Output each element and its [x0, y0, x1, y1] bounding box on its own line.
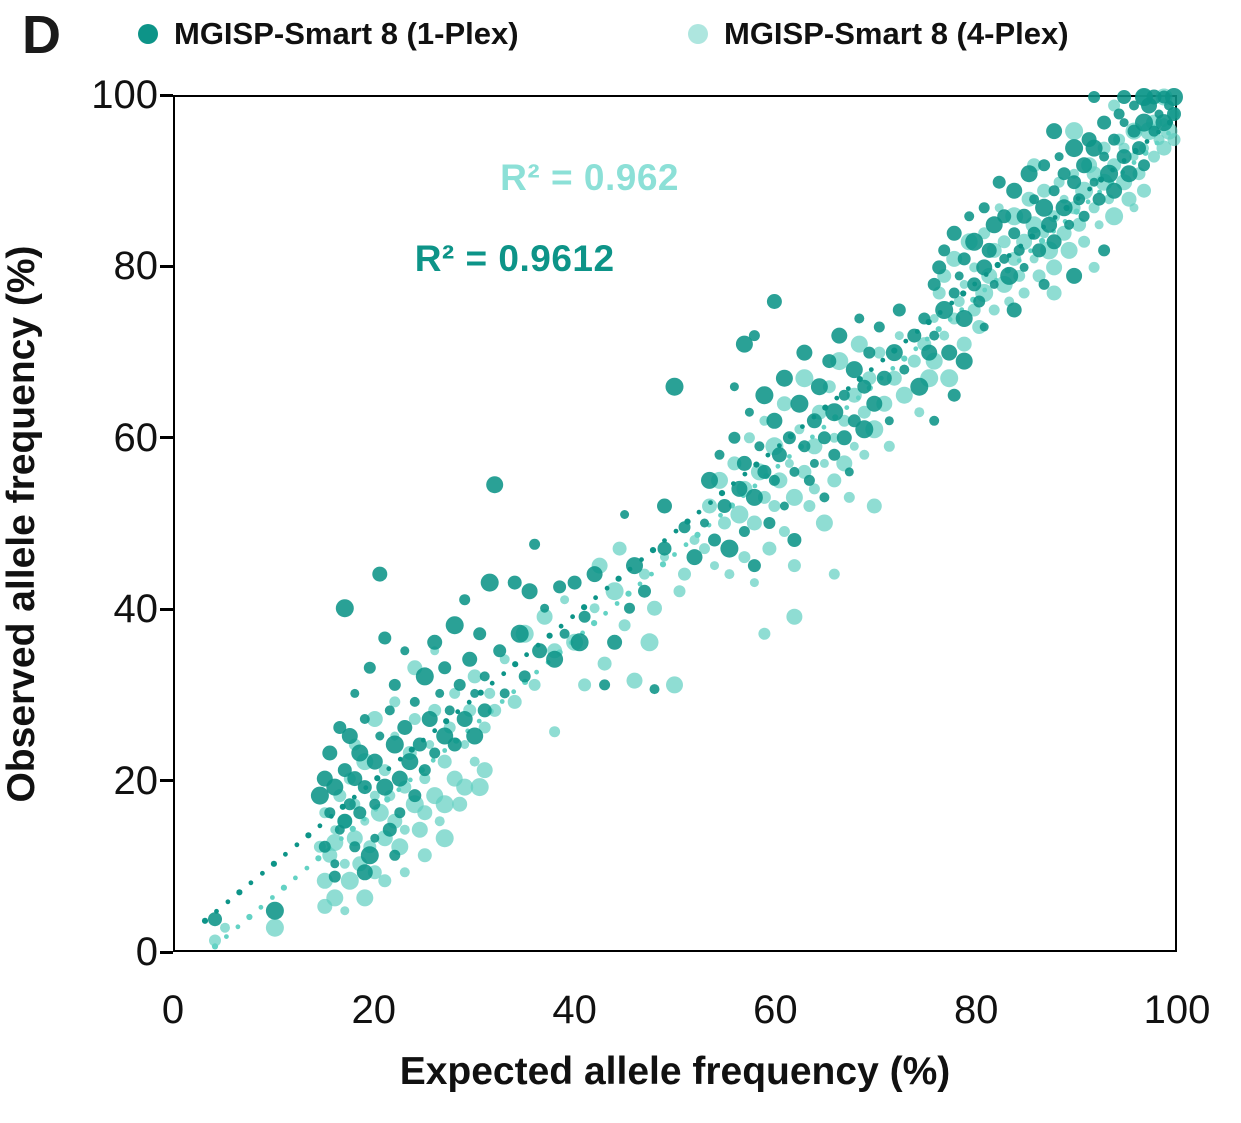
y-tickmark — [160, 950, 173, 954]
y-tick-label: 60 — [113, 415, 159, 460]
y-tick-label: 40 — [113, 587, 159, 632]
scatter-points-canvas — [201, 88, 1183, 950]
y-axis-title: Observed allele frequency (%) — [0, 245, 43, 803]
legend-marker-1plex-icon — [138, 24, 158, 44]
y-tick-label: 0 — [135, 930, 158, 974]
y-tick-label: 20 — [113, 758, 159, 803]
x-tick-label: 20 — [351, 988, 397, 1032]
x-axis-title: Expected allele frequency (%) — [399, 1050, 951, 1093]
x-tick-label: 0 — [161, 988, 185, 1032]
plot-area: R² = 0.962 R² = 0.9612 — [173, 88, 1183, 952]
legend-marker-4plex-icon — [688, 24, 708, 44]
legend-item-4plex: MGISP-Smart 8 (4-Plex) — [688, 16, 1069, 52]
y-tick-label: 80 — [113, 244, 159, 289]
y-tick-label: 100 — [91, 73, 158, 117]
y-tickmark — [160, 436, 173, 440]
legend-label-4plex: MGISP-Smart 8 (4-Plex) — [724, 16, 1069, 51]
legend: MGISP-Smart 8 (1-Plex) MGISP-Smart 8 (4-… — [0, 0, 1241, 80]
r-squared-annotation: R² = 0.962 — [500, 156, 679, 198]
x-tick-label: 60 — [753, 988, 798, 1032]
legend-item-1plex: MGISP-Smart 8 (1-Plex) — [138, 16, 519, 52]
y-tickmark — [160, 93, 173, 97]
x-tick-label: 100 — [1143, 988, 1211, 1032]
legend-label-1plex: MGISP-Smart 8 (1-Plex) — [174, 16, 519, 51]
series-points — [209, 88, 1181, 947]
x-tick-label: 40 — [552, 988, 597, 1032]
y-tickmark — [160, 607, 173, 611]
series-points — [208, 88, 1183, 927]
y-tickmark — [160, 264, 173, 268]
panel-label: D — [22, 5, 62, 65]
x-tick-label: 80 — [953, 988, 999, 1032]
r-squared-annotation: R² = 0.9612 — [414, 237, 615, 279]
y-tickmark — [160, 779, 173, 783]
